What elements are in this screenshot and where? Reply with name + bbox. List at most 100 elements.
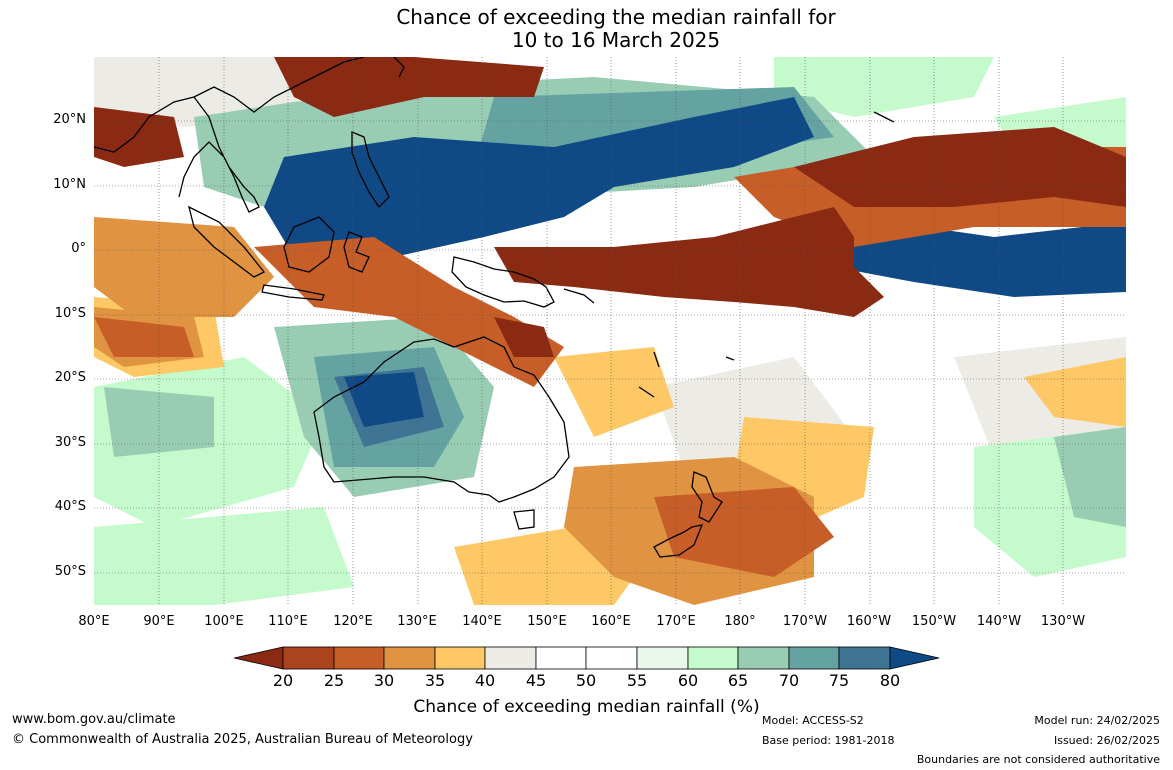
lon-label-130w: 130°W — [1040, 614, 1086, 629]
lat-label-50s: 50°S — [54, 564, 86, 579]
lat-label-40s: 40°S — [54, 499, 86, 514]
lon-label-100e: 100°E — [204, 614, 244, 629]
colorbar-tick-30: 30 — [373, 671, 395, 690]
lon-label-170e: 170°E — [656, 614, 696, 629]
colorbar-tick-65: 65 — [727, 671, 749, 690]
colorbar-bin-50-55 — [585, 646, 638, 670]
colorbar-tick-70: 70 — [778, 671, 800, 690]
borneo-coastline — [283, 216, 335, 273]
very-low-chance-area — [494, 317, 554, 357]
tasmania-coastline — [513, 509, 535, 530]
colorbar-tick-45: 45 — [525, 671, 547, 690]
lon-label-140w: 140°W — [976, 614, 1022, 629]
map-title-line-2: 10 to 16 March 2025 — [511, 28, 721, 52]
lat-label-30s: 30°S — [54, 435, 86, 450]
colorbar-bin-75-80 — [838, 646, 891, 670]
new-caledonia-coastline — [638, 386, 655, 398]
coastlines — [94, 57, 895, 558]
colorbar-tick-75: 75 — [828, 671, 850, 690]
base-period: Base period: 1981-2018 — [762, 734, 895, 747]
map-canvas — [94, 57, 1126, 605]
lon-label-160e: 160°E — [591, 614, 631, 629]
sumatra-coastline — [188, 205, 266, 278]
colorbar-bin-55-60 — [636, 646, 689, 670]
colorbar-bin-45-50 — [535, 646, 587, 670]
colorbar-bin-25-30 — [333, 646, 385, 670]
colorbar-bin-70-75 — [788, 646, 840, 670]
mainland-asia-coastline — [94, 57, 365, 213]
colorbar-tick-60: 60 — [677, 671, 699, 690]
above-median-medium-area — [104, 387, 214, 457]
graticule — [94, 57, 1126, 605]
lon-label-150w: 150°W — [911, 614, 957, 629]
lon-label-90e: 90°E — [143, 614, 175, 629]
vanuatu-coastline — [653, 351, 660, 368]
colorbar-tick-50: 50 — [575, 671, 597, 690]
colorbar-bin-60-65 — [687, 646, 739, 670]
java-coastline — [261, 284, 325, 301]
australia-coastline — [313, 336, 570, 503]
lon-label-180: 180° — [724, 614, 756, 629]
colorbar — [233, 645, 940, 675]
very-low-chance-area — [94, 107, 184, 167]
rainfall-probability-map — [94, 57, 1126, 605]
boundaries-disclaimer: Boundaries are not considered authoritat… — [916, 753, 1160, 766]
colorbar-bin-35-40 — [434, 646, 486, 670]
model-name: Model: ACCESS-S2 — [762, 714, 864, 727]
lat-label-20n: 20°N — [53, 112, 86, 127]
lon-label-140e: 140°E — [462, 614, 502, 629]
colorbar-below-20-arrow — [233, 646, 284, 670]
colorbar-tick-40: 40 — [474, 671, 496, 690]
very-high-chance-area — [814, 222, 1126, 297]
lat-label-10s: 10°S — [54, 306, 86, 321]
colorbar-tick-55: 55 — [626, 671, 648, 690]
low-chance-area — [654, 487, 834, 577]
low-chance-area — [94, 317, 194, 357]
japan-coastline — [393, 57, 405, 78]
colorbar-above-80-arrow — [889, 646, 940, 670]
very-high-chance-area — [264, 97, 814, 287]
colorbar-bin-20-25 — [282, 646, 335, 670]
colorbar-svg — [233, 646, 940, 670]
below-median-light-area — [554, 347, 674, 437]
very-low-chance-area — [794, 127, 1126, 207]
very-low-chance-area — [494, 207, 884, 317]
colorbar-tick-35: 35 — [424, 671, 446, 690]
lon-label-170w: 170°W — [782, 614, 828, 629]
new-zealand-south-island-coastline — [653, 524, 704, 558]
lon-label-120e: 120°E — [333, 614, 373, 629]
colorbar-bin-30-35 — [383, 646, 436, 670]
above-median-medium-area — [1054, 427, 1126, 527]
very-high-chance-area — [344, 372, 424, 427]
very-low-chance-area — [274, 57, 544, 117]
philippines-coastline — [351, 131, 390, 209]
lat-label-10n: 10°N — [53, 177, 86, 192]
below-median-light-area — [1024, 357, 1126, 427]
lat-label-20s: 20°S — [54, 370, 86, 385]
map-title-line-1: Chance of exceeding the median rainfall … — [396, 5, 836, 29]
bom-url-link[interactable]: www.bom.gov.au/climate — [12, 712, 176, 727]
new-zealand-north-island-coastline — [691, 471, 723, 523]
colorbar-tick-20: 20 — [272, 671, 294, 690]
issued-date: Issued: 26/02/2025 — [1053, 734, 1160, 747]
copyright-notice: © Commonwealth of Australia 2025, Austra… — [12, 732, 473, 747]
colorbar-bin-40-45 — [484, 646, 537, 670]
colorbar-tick-25: 25 — [323, 671, 345, 690]
lon-label-110e: 110°E — [268, 614, 308, 629]
solomon-islands-coastline — [563, 288, 595, 304]
colorbar-bin-65-70 — [737, 646, 790, 670]
new-guinea-coastline — [451, 256, 555, 308]
lon-label-80e: 80°E — [78, 614, 110, 629]
colorbar-tick-80: 80 — [879, 671, 901, 690]
lon-label-150e: 150°E — [527, 614, 567, 629]
below-median-medium-area — [94, 217, 274, 317]
above-median-light-area — [774, 57, 994, 117]
lon-label-130e: 130°E — [397, 614, 437, 629]
low-chance-area — [254, 237, 564, 387]
fiji-coastline — [725, 356, 735, 361]
sulawesi-coastline — [343, 231, 370, 273]
model-run-date: Model run: 24/02/2025 — [1034, 714, 1160, 727]
hawaii-coastline — [873, 111, 895, 123]
lat-label-equator: 0° — [71, 241, 86, 256]
lon-label-160w: 160°W — [846, 614, 892, 629]
